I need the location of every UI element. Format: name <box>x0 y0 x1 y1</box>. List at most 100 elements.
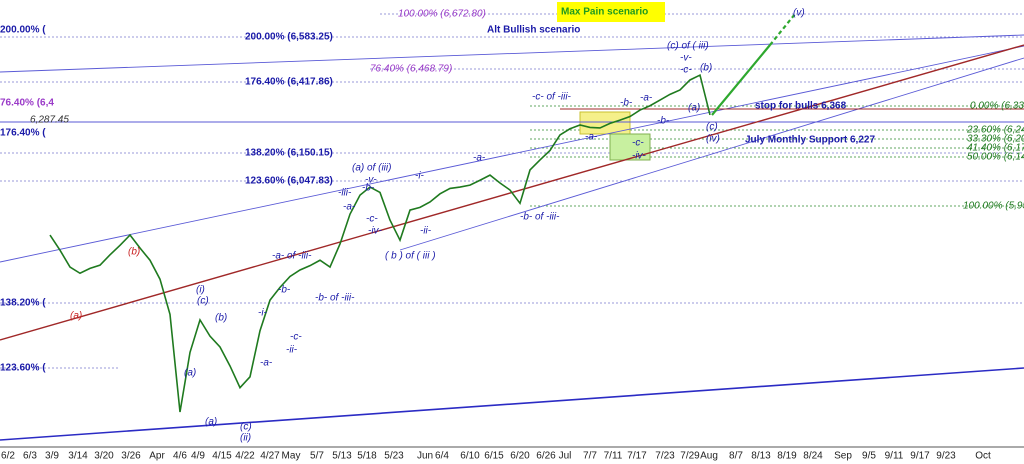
annotation: -a- <box>585 132 598 143</box>
annotation: (b) <box>215 313 227 324</box>
annotation: (a) <box>205 417 217 428</box>
x-tick-label: 6/26 <box>536 451 556 462</box>
annotation: 176.40% ( <box>0 128 46 139</box>
annotation: -b- <box>278 285 291 296</box>
annotation: 76.40% (6,4 <box>0 98 54 109</box>
annotation: 138.20% (6,150.15) <box>245 148 333 159</box>
label-box <box>557 2 665 22</box>
annotation: Max Pain scenario <box>561 7 648 18</box>
price-line <box>49 73 711 413</box>
x-tick-label: 3/14 <box>68 451 88 462</box>
trendline <box>0 45 1024 263</box>
trendline <box>0 367 1024 441</box>
annotation: (iv) <box>706 134 720 145</box>
x-tick-label: 5/13 <box>332 451 352 462</box>
annotation: 6,287.45 <box>30 115 69 126</box>
annotation: 100.00% (5,959.5 <box>963 201 1024 212</box>
annotation: (b) <box>700 63 712 74</box>
annotation: July Monthly Support 6,227 <box>745 135 875 146</box>
annotation: -iv- <box>632 151 647 162</box>
x-tick-label: 9/11 <box>885 451 904 462</box>
annotation: 0.00% (6,330.0 <box>970 101 1024 112</box>
annotation: -i- <box>415 171 425 182</box>
x-tick-label: 6/15 <box>484 451 504 462</box>
x-tick-label: 9/23 <box>936 451 956 462</box>
annotation: -b- of -iii- <box>520 212 560 223</box>
annotation: 41.40% (6,176.8 <box>967 143 1024 154</box>
annotation: 50.00% (6,144.7 <box>967 152 1024 163</box>
highlight-box <box>609 133 651 161</box>
annotation: 33.30% (6,206.6 <box>967 134 1024 145</box>
annotation: (a) <box>688 103 700 114</box>
annotation: -c- <box>290 332 302 343</box>
annotation: -a- <box>343 202 356 213</box>
annotation: -ii- <box>420 226 432 237</box>
x-tick-label: 7/7 <box>583 451 597 462</box>
annotation: -b- of -iii- <box>315 293 355 304</box>
annotation: ( b ) of ( iii ) <box>385 251 436 262</box>
x-tick-label: 8/24 <box>803 451 823 462</box>
x-tick-label: 5/18 <box>357 451 377 462</box>
annotation: -ii- <box>286 345 298 356</box>
annotation: -c- <box>366 214 378 225</box>
annotation: 123.60% (6,047.83) <box>245 176 333 187</box>
annotation: (ii) <box>240 433 251 444</box>
x-tick-label: Aug <box>700 451 718 462</box>
x-tick-label: Apr <box>149 451 165 462</box>
x-tick-label: Oct <box>975 451 991 462</box>
annotation: (b) <box>128 247 140 258</box>
x-tick-label: 4/6 <box>173 451 187 462</box>
annotation: (c) <box>706 122 718 133</box>
annotation: (a) <box>184 368 196 379</box>
annotation: -a- <box>473 153 486 164</box>
x-tick-label: 8/7 <box>729 451 743 462</box>
annotation: 100.00% (6,672.80) <box>398 9 486 20</box>
x-tick-label: 8/19 <box>777 451 797 462</box>
x-tick-label: 6/3 <box>23 451 37 462</box>
annotation: (v) <box>793 8 805 19</box>
x-tick-label: 8/13 <box>751 451 771 462</box>
x-tick-label: 3/20 <box>94 451 114 462</box>
annotation: -b- <box>362 183 375 194</box>
annotation: -c- <box>632 138 644 149</box>
annotation: 23.60% (6,242.5 <box>966 125 1024 136</box>
x-tick-label: 6/4 <box>435 451 449 462</box>
annotation: Alt Bullish scenario <box>487 25 580 36</box>
annotation: -b- <box>657 116 670 127</box>
x-tick-label: Jul <box>559 451 572 462</box>
x-tick-label: 7/11 <box>604 451 623 462</box>
fib-levels <box>0 13 1024 369</box>
trendline <box>711 44 771 116</box>
x-tick-label: 4/22 <box>235 451 255 462</box>
annotation: (c) <box>240 422 252 433</box>
annotation: -v- <box>680 53 692 64</box>
x-tick-label: 6/20 <box>510 451 530 462</box>
trendline <box>769 13 796 46</box>
annotation: -iii- <box>338 188 352 199</box>
annotation: 176.40% (6,417.86) <box>245 77 333 88</box>
x-tick-label: 4/15 <box>212 451 232 462</box>
annotation: 200.00% (6,583.25) <box>245 32 333 43</box>
trendlines <box>0 13 1024 441</box>
x-tick-label: Jun <box>417 451 433 462</box>
x-tick-label: 5/23 <box>384 451 404 462</box>
x-tick-label: Sep <box>834 451 852 462</box>
annotation: -iv- <box>368 226 383 237</box>
x-tick-label: 4/9 <box>191 451 205 462</box>
annotation: 123.60% ( <box>0 363 46 374</box>
x-tick-label: May <box>282 451 301 462</box>
annotation: 76.40% (6,468.79) <box>370 64 452 75</box>
x-tick-label: 7/17 <box>627 451 647 462</box>
x-tick-label: 7/29 <box>680 451 700 462</box>
annotation: (c) <box>197 296 209 307</box>
x-tick-label: 7/23 <box>655 451 675 462</box>
x-tick-label: 3/9 <box>45 451 59 462</box>
x-tick-label: 6/10 <box>460 451 480 462</box>
annotation: -a- <box>260 358 273 369</box>
annotation: 138.20% ( <box>0 298 46 309</box>
trendline <box>0 34 1024 73</box>
annotation: (i) <box>196 285 205 296</box>
annotation: -a- of -iii- <box>272 251 312 262</box>
